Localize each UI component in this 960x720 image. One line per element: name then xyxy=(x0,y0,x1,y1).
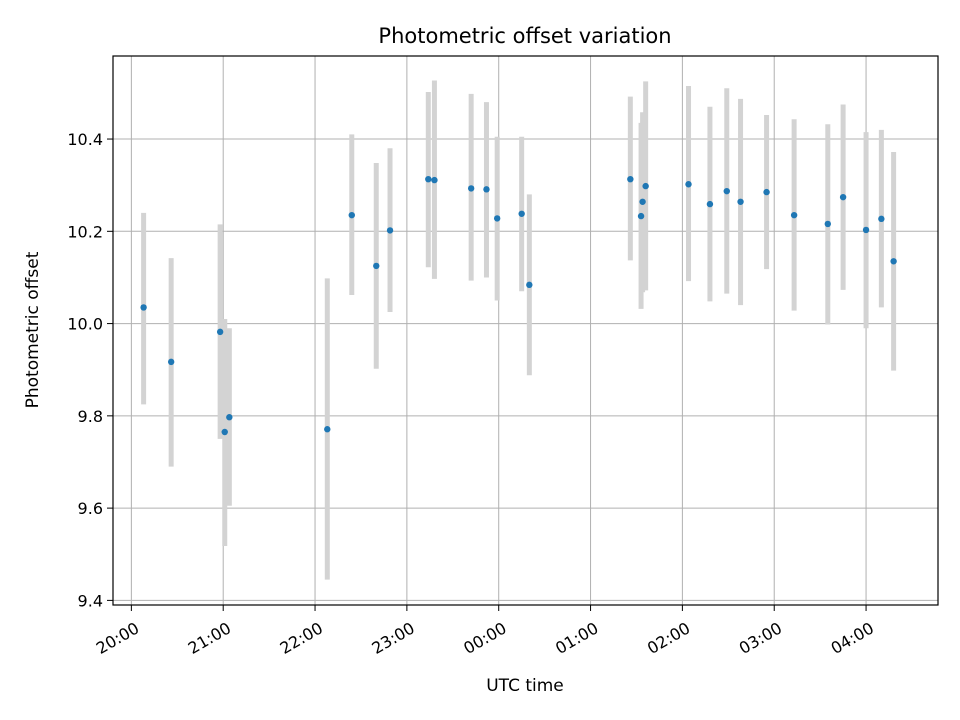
y-tick-label: 10.0 xyxy=(67,315,103,334)
data-point xyxy=(642,182,649,190)
data-point xyxy=(324,426,331,433)
data-points xyxy=(140,175,897,436)
data-point xyxy=(216,328,224,336)
data-point xyxy=(627,175,634,183)
data-point xyxy=(723,187,730,195)
data-point xyxy=(425,175,432,183)
data-point xyxy=(639,198,646,205)
y-tick-label: 9.6 xyxy=(78,499,103,518)
x-axis-label: UTC time xyxy=(486,676,564,696)
data-point xyxy=(386,227,394,234)
chart-title: Photometric offset variation xyxy=(378,24,671,48)
data-point xyxy=(790,211,798,219)
data-point xyxy=(685,181,692,188)
y-tick-label: 9.4 xyxy=(78,591,103,610)
data-point xyxy=(373,262,380,270)
data-point xyxy=(493,215,501,222)
data-point xyxy=(348,211,355,219)
y-axis-label: Photometric offset xyxy=(23,251,43,408)
data-point xyxy=(518,210,525,217)
data-point xyxy=(862,226,870,234)
plot-frame xyxy=(112,55,939,606)
y-axis-ticks: 9.4 9.6 9.8 10.0 10.2 10.4 xyxy=(67,130,113,610)
y-tick-label: 10.2 xyxy=(67,222,103,241)
data-point xyxy=(467,185,475,192)
data-point xyxy=(526,281,533,289)
data-point xyxy=(431,176,438,184)
data-point xyxy=(226,414,233,421)
data-point xyxy=(483,186,490,193)
data-point xyxy=(824,220,831,228)
data-point xyxy=(878,215,885,223)
data-point xyxy=(637,212,645,220)
data-point xyxy=(839,193,847,201)
data-point xyxy=(167,358,175,366)
y-tick-label: 9.8 xyxy=(78,407,103,426)
y-tick-label: 10.4 xyxy=(67,130,103,149)
data-point xyxy=(763,188,770,196)
data-point xyxy=(706,200,714,208)
data-point xyxy=(890,258,897,265)
data-point xyxy=(221,428,228,436)
data-point xyxy=(140,304,147,311)
data-point xyxy=(737,198,744,205)
